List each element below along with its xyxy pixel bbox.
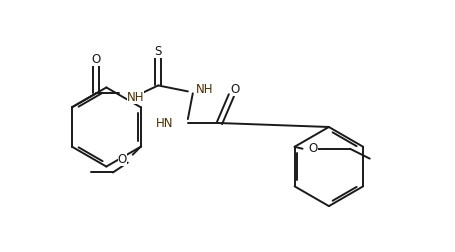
Text: S: S bbox=[155, 45, 162, 58]
Text: NH: NH bbox=[126, 91, 144, 104]
Text: NH: NH bbox=[196, 83, 213, 96]
Text: O: O bbox=[117, 153, 127, 166]
Text: O: O bbox=[308, 142, 318, 155]
Text: O: O bbox=[231, 83, 240, 96]
Text: O: O bbox=[91, 53, 101, 66]
Text: HN: HN bbox=[156, 116, 173, 130]
